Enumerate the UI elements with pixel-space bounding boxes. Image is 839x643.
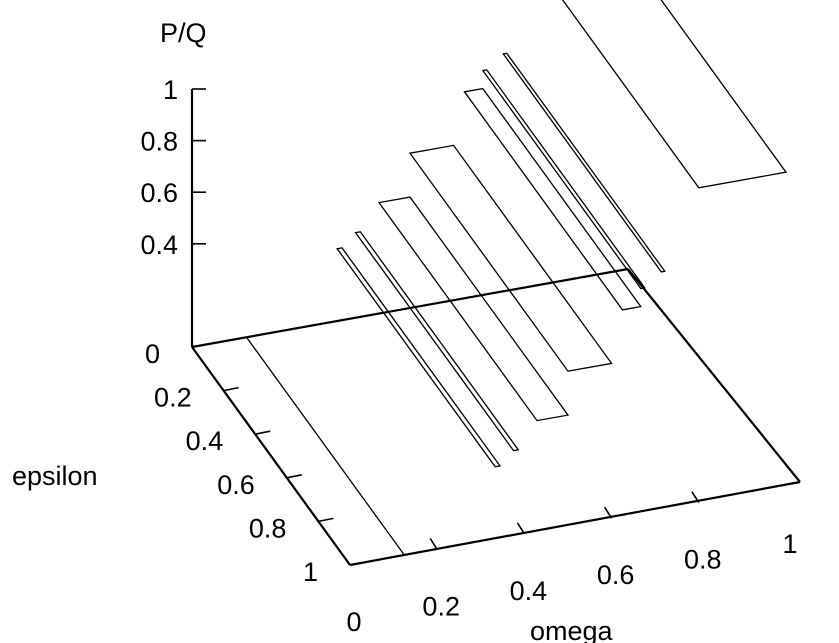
omega-tick-label: 1 (782, 529, 797, 559)
epsilon-tick-label: 0.4 (186, 426, 224, 456)
slab (245, 336, 406, 556)
slab (377, 196, 570, 422)
epsilon-tick-label: 0 (145, 339, 160, 369)
epsilon-tick-label: 0.6 (217, 470, 255, 500)
omega-tick-label: 0.6 (597, 560, 635, 590)
epsilon-tick-mark (286, 474, 302, 479)
omega-tick-label: 0.8 (684, 545, 722, 575)
x-axis-title: omega (530, 616, 614, 643)
slabs (245, 0, 788, 556)
omega-tick-label: 0.4 (510, 576, 548, 606)
omega-tick-mark (603, 506, 613, 519)
z-tick-label: 0.6 (140, 178, 178, 208)
omega-tick-mark (429, 537, 438, 550)
slab (561, 0, 788, 189)
x-axis (349, 480, 801, 567)
omega-tick-mark (516, 522, 526, 535)
z-axis-title: P/Q (160, 18, 207, 48)
slab (481, 69, 646, 290)
slab (336, 247, 502, 468)
z-tick-label: 1 (163, 75, 178, 105)
y-axis-title: epsilon (12, 461, 98, 491)
labels: P/Q epsilon omega 0.40.60.8100.20.40.60.… (12, 18, 798, 643)
right-edge (627, 268, 801, 483)
z-tick-label: 0.4 (140, 230, 178, 260)
slab (408, 144, 613, 372)
ticks (192, 88, 700, 550)
omega-tick-label: 0.2 (422, 591, 460, 621)
omega-tick-label: 0 (346, 607, 361, 637)
y-axis (191, 346, 351, 566)
z-tick-label: 0.8 (140, 127, 178, 157)
epsilon-tick-label: 0.8 (249, 513, 287, 543)
epsilon-tick-mark (255, 430, 271, 435)
omega-tick-mark (691, 491, 700, 504)
epsilon-tick-label: 1 (303, 557, 318, 587)
slab (463, 87, 642, 311)
axes (190, 89, 801, 567)
epsilon-tick-mark (318, 517, 334, 523)
epsilon-tick-mark (223, 386, 239, 392)
slab (354, 231, 520, 452)
slab (502, 52, 666, 273)
epsilon-tick-label: 0.2 (154, 383, 192, 413)
